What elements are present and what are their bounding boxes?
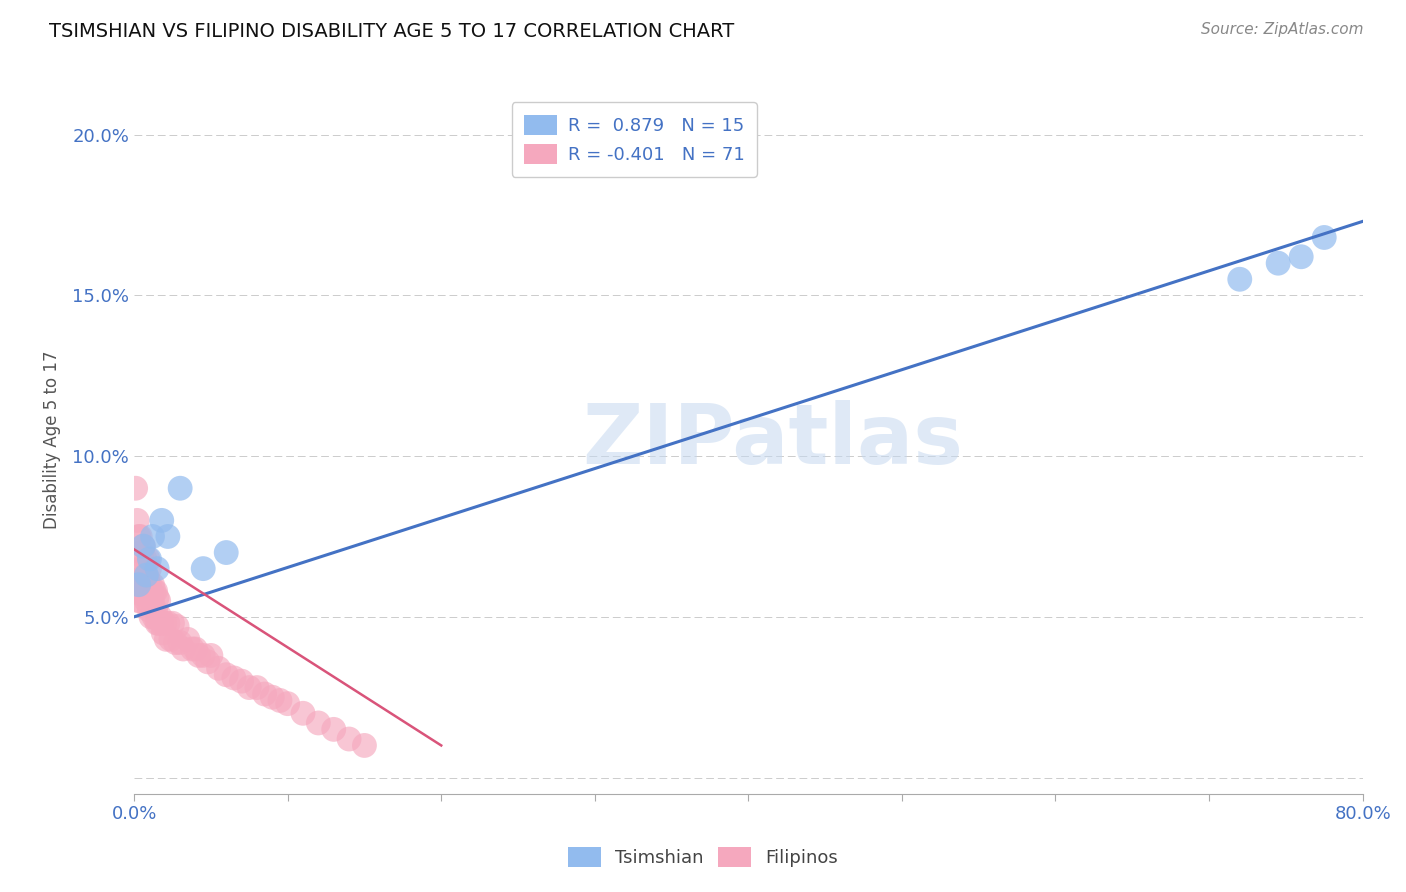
Point bbox=[138, 603, 160, 617]
Point bbox=[135, 568, 157, 582]
Point bbox=[156, 616, 179, 631]
Point bbox=[149, 610, 172, 624]
Point bbox=[141, 529, 163, 543]
Point bbox=[155, 632, 177, 647]
Point bbox=[131, 587, 153, 601]
Point bbox=[169, 481, 191, 495]
Point bbox=[262, 690, 284, 705]
Point bbox=[215, 545, 238, 559]
Point bbox=[136, 584, 159, 599]
Point bbox=[307, 715, 329, 730]
Point bbox=[129, 561, 152, 575]
Point bbox=[148, 594, 170, 608]
Point bbox=[169, 635, 191, 649]
Point bbox=[139, 584, 162, 599]
Point bbox=[128, 594, 150, 608]
Point bbox=[138, 561, 160, 575]
Point bbox=[181, 642, 204, 657]
Point bbox=[132, 539, 155, 553]
Point bbox=[132, 539, 155, 553]
Text: TSIMSHIAN VS FILIPINO DISABILITY AGE 5 TO 17 CORRELATION CHART: TSIMSHIAN VS FILIPINO DISABILITY AGE 5 T… bbox=[49, 22, 734, 41]
Point bbox=[138, 577, 160, 591]
Point bbox=[131, 571, 153, 585]
Point bbox=[1267, 256, 1289, 270]
Text: ZIPatlas: ZIPatlas bbox=[582, 400, 963, 481]
Point bbox=[187, 648, 209, 663]
Point bbox=[1289, 250, 1312, 264]
Point bbox=[269, 693, 291, 707]
Point bbox=[1313, 230, 1336, 244]
Point bbox=[156, 529, 179, 543]
Point bbox=[253, 687, 276, 701]
Point bbox=[162, 616, 184, 631]
Point bbox=[200, 648, 222, 663]
Point bbox=[197, 655, 219, 669]
Legend: R =  0.879   N = 15, R = -0.401   N = 71: R = 0.879 N = 15, R = -0.401 N = 71 bbox=[512, 103, 756, 177]
Point bbox=[193, 561, 215, 575]
Point bbox=[138, 552, 160, 566]
Point bbox=[160, 632, 183, 647]
Point bbox=[353, 739, 375, 753]
Point bbox=[207, 661, 229, 675]
Point bbox=[127, 513, 149, 527]
Point bbox=[124, 481, 146, 495]
Point bbox=[153, 616, 176, 631]
Point bbox=[146, 591, 169, 605]
Legend: Tsimshian, Filipinos: Tsimshian, Filipinos bbox=[561, 839, 845, 874]
Point bbox=[238, 681, 260, 695]
Point bbox=[136, 552, 159, 566]
Text: Source: ZipAtlas.com: Source: ZipAtlas.com bbox=[1201, 22, 1364, 37]
Point bbox=[165, 635, 187, 649]
Point bbox=[150, 513, 173, 527]
Point bbox=[146, 616, 169, 631]
Point bbox=[132, 584, 155, 599]
Point bbox=[277, 697, 299, 711]
Point bbox=[141, 594, 163, 608]
Point bbox=[193, 648, 215, 663]
Point bbox=[145, 603, 167, 617]
Point bbox=[177, 632, 200, 647]
Point bbox=[139, 610, 162, 624]
Point bbox=[134, 587, 156, 601]
Point bbox=[131, 545, 153, 559]
Point bbox=[127, 577, 149, 591]
Point bbox=[215, 667, 238, 681]
Point bbox=[145, 584, 167, 599]
Point bbox=[166, 619, 188, 633]
Point bbox=[150, 616, 173, 631]
Point bbox=[231, 674, 253, 689]
Point bbox=[146, 561, 169, 575]
Point bbox=[129, 594, 152, 608]
Point bbox=[141, 577, 163, 591]
Point bbox=[322, 723, 344, 737]
Point bbox=[184, 642, 207, 657]
Point bbox=[135, 571, 157, 585]
Point bbox=[152, 626, 174, 640]
Point bbox=[135, 594, 157, 608]
Point bbox=[134, 568, 156, 582]
Point bbox=[292, 706, 315, 721]
Point bbox=[148, 616, 170, 631]
Point bbox=[136, 571, 159, 585]
Point bbox=[143, 584, 166, 599]
Point bbox=[128, 529, 150, 543]
Point bbox=[337, 731, 360, 746]
Point bbox=[132, 561, 155, 575]
Point bbox=[129, 529, 152, 543]
Y-axis label: Disability Age 5 to 17: Disability Age 5 to 17 bbox=[44, 351, 60, 529]
Point bbox=[1229, 272, 1251, 286]
Point bbox=[172, 642, 194, 657]
Point bbox=[128, 577, 150, 591]
Point bbox=[222, 671, 245, 685]
Point bbox=[134, 552, 156, 566]
Point bbox=[143, 610, 166, 624]
Point bbox=[246, 681, 269, 695]
